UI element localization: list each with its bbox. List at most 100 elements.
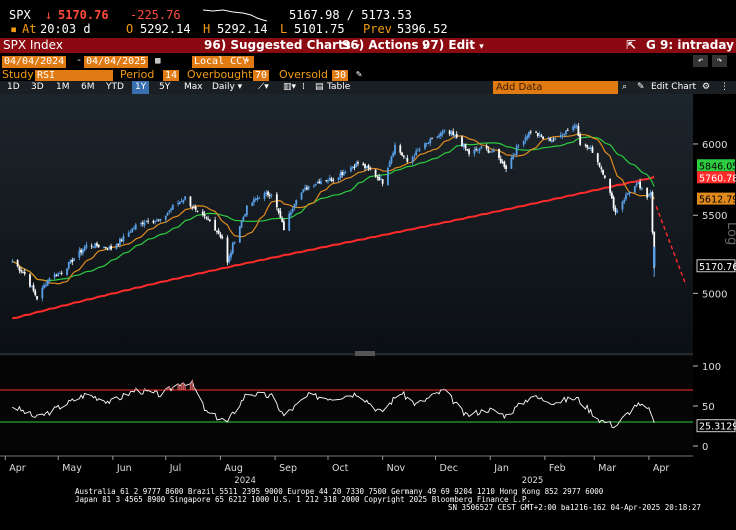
study-select[interactable]: RSI [35, 70, 113, 81]
candle-body [512, 155, 515, 159]
range-1d[interactable]: 1D [7, 82, 20, 92]
undo-icon[interactable]: ↶ [693, 55, 708, 67]
candle-body [134, 224, 137, 230]
period-label: Period [120, 68, 155, 81]
bar-chart-icon[interactable]: ▥▾ [283, 82, 297, 92]
candle-body [589, 147, 592, 150]
gear-icon[interactable]: ⚙ [702, 82, 711, 92]
candle-body [205, 216, 208, 218]
settings-icon[interactable]: ⁞ [302, 82, 305, 92]
candle-body [48, 278, 51, 281]
rsi-last-label: 25.3129 [699, 422, 736, 433]
suggested-charts-button[interactable]: 96) Suggested Charts ▾ [204, 38, 360, 52]
range-5y[interactable]: 5Y [159, 82, 171, 92]
edit-button[interactable]: 97) Edit ▾ [422, 38, 484, 52]
down-arrow-icon: ↓ [45, 8, 53, 22]
candle-body [379, 178, 382, 180]
candle-body [637, 182, 640, 184]
candle-body [23, 271, 26, 274]
zoom-icon[interactable]: ⌕ [622, 82, 628, 92]
candle-body [147, 221, 150, 222]
range-1y[interactable]: 1Y [132, 81, 150, 94]
candle-body [251, 202, 254, 206]
draw-icon[interactable]: ✎ [637, 82, 645, 92]
calendar-icon[interactable]: ▦ [155, 56, 161, 66]
candle-body [454, 134, 456, 137]
currency-select[interactable]: Local CCY [192, 56, 254, 68]
candle-body [551, 140, 553, 143]
candle-body [514, 153, 516, 156]
candle-body [36, 296, 38, 300]
panel-resize-handle[interactable] [355, 351, 375, 357]
candle-body [609, 178, 612, 193]
candle-body [402, 155, 405, 157]
candle-body [339, 173, 342, 179]
candle-body [462, 144, 465, 147]
pencil-icon[interactable]: ✎ [356, 69, 363, 80]
candle-body [318, 181, 321, 184]
candle-body [332, 180, 335, 181]
popout-icon[interactable]: ⇱ [626, 38, 637, 52]
candle-body [279, 211, 282, 218]
candle-body [240, 220, 243, 228]
overbought-label: Overbought [187, 68, 253, 81]
candle-body [392, 152, 395, 157]
candle-body [330, 178, 333, 181]
candle-body [646, 187, 649, 198]
candle-body [468, 149, 470, 155]
end-date-field[interactable]: 04/04/2025 [84, 56, 149, 68]
edit-chart-button[interactable]: Edit Chart [651, 82, 697, 92]
candle-body [342, 172, 345, 176]
overbought-field[interactable]: 70 [253, 70, 269, 81]
candle-body [307, 186, 310, 190]
candle-body [492, 149, 495, 153]
candle-body [628, 191, 631, 194]
candle-body [221, 236, 224, 239]
range-3d[interactable]: 3D [31, 82, 44, 92]
candle-body [404, 157, 407, 159]
candle-body [563, 133, 566, 136]
add-data-input[interactable]: Add Data [493, 81, 618, 94]
range-6m[interactable]: 6M [81, 82, 95, 92]
line-chart-icon[interactable]: ⟋▾ [258, 82, 269, 92]
period-field[interactable]: 14 [163, 70, 179, 81]
candle-body [327, 180, 329, 182]
candle-body [455, 133, 458, 138]
start-date-field[interactable]: 04/04/2024 [2, 56, 67, 68]
candle-body [584, 144, 587, 146]
table-icon[interactable]: ▤ [315, 82, 324, 92]
x-tick-label: Mar [598, 463, 616, 474]
candle-body [283, 221, 285, 231]
candle-body [401, 152, 403, 156]
candle-body [579, 134, 582, 145]
redo-icon[interactable]: ↷ [712, 55, 727, 67]
candle-body [18, 266, 21, 271]
candle-body [228, 256, 231, 262]
table-button[interactable]: Table [327, 82, 351, 92]
security-name[interactable]: SPX Index [3, 38, 63, 52]
candle-body [194, 206, 197, 210]
candle-body [230, 252, 232, 258]
candle-body [78, 250, 81, 258]
actions-button[interactable]: 96) Actions ▾ [342, 38, 428, 52]
candle-body [208, 219, 211, 221]
candle-body [614, 207, 617, 213]
candle-body [34, 290, 37, 296]
range-1m[interactable]: 1M [56, 82, 70, 92]
range-ytd[interactable]: YTD [106, 82, 124, 92]
candle-body [388, 162, 391, 167]
more-icon[interactable]: ⋮ [720, 82, 729, 92]
candle-body [625, 194, 627, 200]
chevron-down-icon[interactable]: ▾ [245, 56, 250, 65]
candle-body [610, 192, 613, 199]
candle-body [561, 135, 564, 137]
interval-select[interactable]: Daily ▾ [212, 82, 243, 92]
prev-label: Prev [363, 22, 392, 36]
study-label: Study [2, 68, 34, 81]
ma50-line [12, 136, 655, 282]
candle-body [538, 134, 541, 136]
range-max[interactable]: Max [184, 82, 203, 92]
candle-body [633, 186, 636, 193]
oversold-field[interactable]: 30 [332, 70, 348, 81]
